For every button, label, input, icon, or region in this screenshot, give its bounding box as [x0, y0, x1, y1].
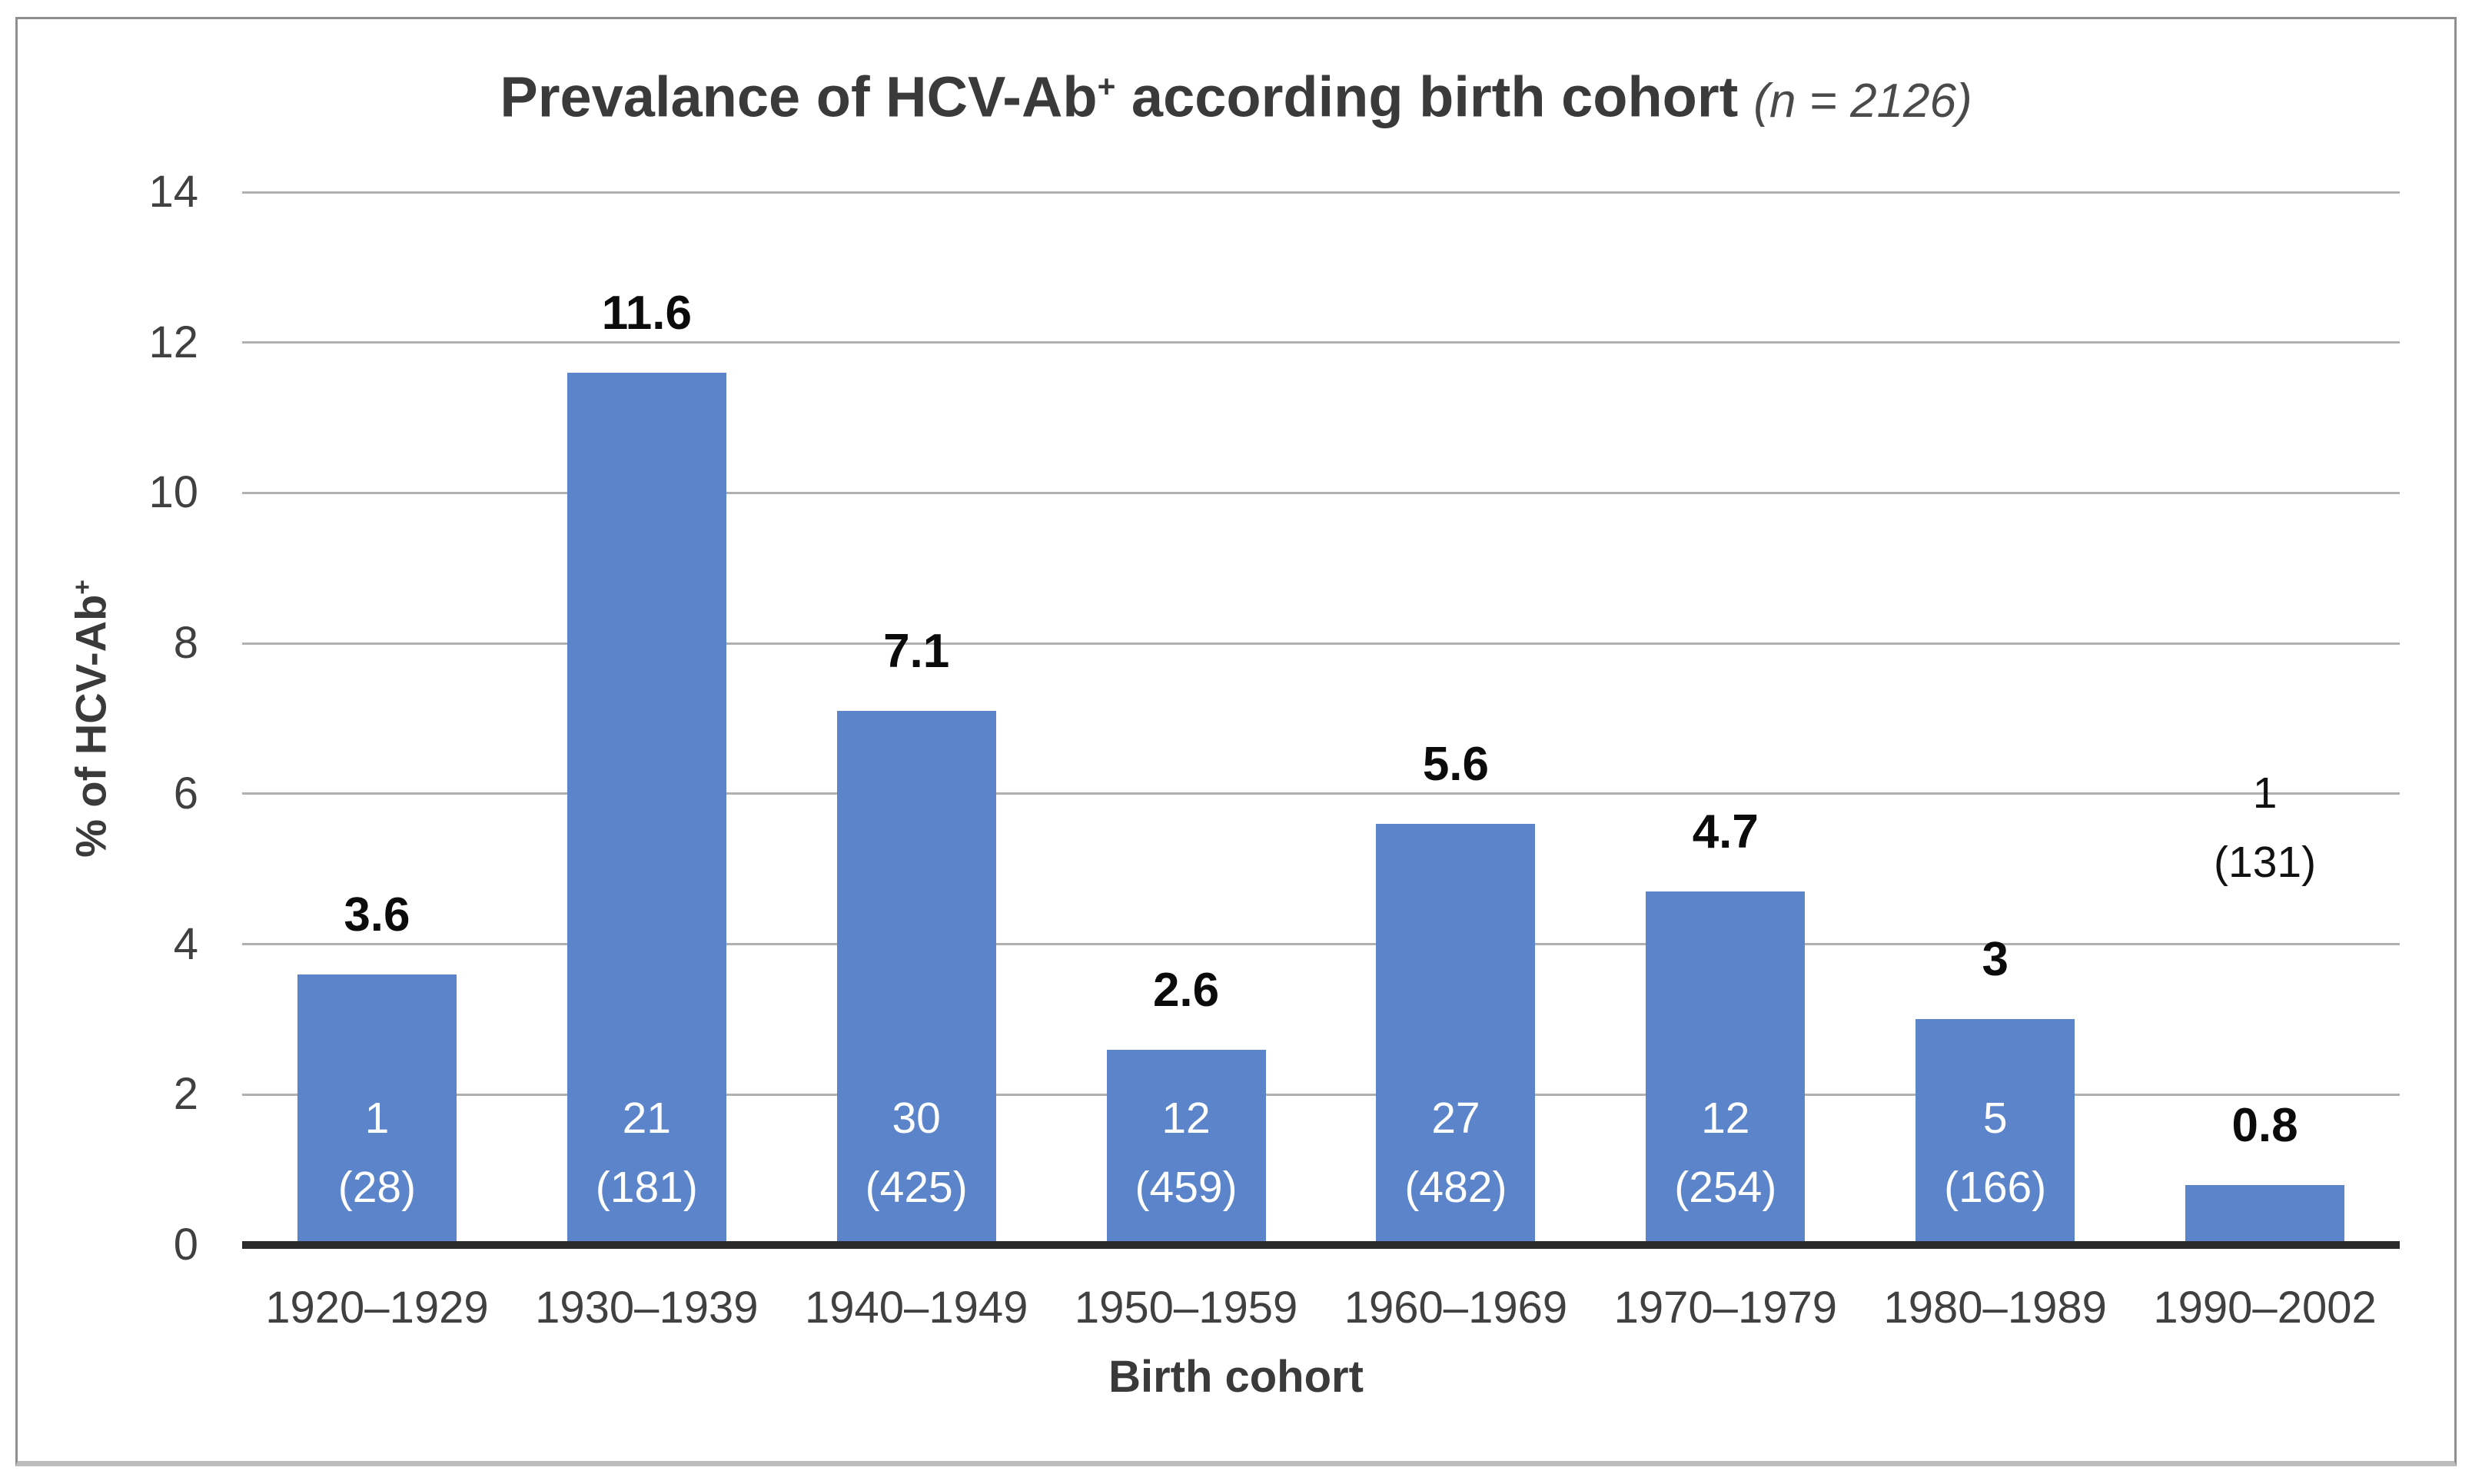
gridline	[242, 1093, 2400, 1096]
gridline	[242, 943, 2400, 946]
y-tick-label: 12	[148, 317, 198, 367]
chart-title-note: (n = 2126)	[1753, 74, 1972, 128]
bar	[1106, 1049, 1266, 1245]
chart-title-rest: according birth cohort	[1115, 65, 1739, 129]
y-tick-label: 2	[173, 1069, 198, 1120]
bar-count-line1: 1	[2252, 768, 2278, 818]
x-tick-label: 1960–1969	[1344, 1283, 1568, 1333]
bar-count-line2: (166)	[1944, 1163, 2047, 1212]
bar-count-label: 30 (425)	[786, 1084, 1047, 1222]
bar-count-line1: 5	[1982, 1094, 2008, 1143]
y-tick-label: 0	[173, 1220, 198, 1270]
bar-value-label: 11.6	[601, 286, 692, 340]
chart-title-main: Prevalance of HCV-Ab	[500, 65, 1098, 129]
x-axis-title: Birth cohort	[1108, 1352, 1364, 1402]
y-tick-label: 14	[148, 167, 198, 217]
y-tick-label: 8	[173, 618, 198, 669]
bar	[1915, 1019, 2075, 1245]
gridline	[242, 191, 2400, 194]
bar	[1646, 891, 1806, 1245]
bar	[1376, 824, 1536, 1245]
bar-count-line1: 12	[1701, 1094, 1750, 1143]
chart-frame	[15, 17, 2457, 1466]
y-tick-label: 6	[173, 768, 198, 818]
x-tick-label: 1930–1939	[535, 1283, 759, 1333]
bar	[836, 711, 996, 1245]
gridline	[242, 491, 2400, 494]
bar-count-line2: (425)	[865, 1163, 968, 1212]
bar-value-label: 7.1	[883, 625, 950, 679]
gridline	[242, 642, 2400, 645]
chart-title: Prevalance of HCV-Ab+ according birth co…	[0, 49, 2472, 138]
x-tick-label: 1980–1989	[1883, 1283, 2107, 1333]
gridline	[242, 341, 2400, 344]
bar-count-line1: 21	[622, 1094, 672, 1143]
bar-count-line2: (28)	[337, 1163, 417, 1212]
bar-count-label: 5 (166)	[1865, 1084, 2126, 1222]
bar-value-label: 3	[1982, 933, 2008, 987]
bar	[566, 372, 726, 1245]
bar-count-label: 27 (482)	[1325, 1084, 1587, 1222]
bar-count-label: 1 (28)	[246, 1084, 507, 1222]
x-tick-label: 1940–1949	[805, 1283, 1028, 1333]
bar-count-label: 12 (459)	[1055, 1084, 1317, 1222]
bar-count-line1: 1	[364, 1094, 390, 1143]
bar-count-line2: (482)	[1404, 1163, 1507, 1212]
y-tick-label: 10	[148, 467, 198, 518]
bar-value-label: 2.6	[1152, 963, 1220, 1017]
gridline	[242, 792, 2400, 795]
bar-count-label: 12 (254)	[1595, 1084, 1856, 1222]
bar-value-label: 3.6	[344, 888, 410, 941]
bar-value-label: 0.8	[2231, 1098, 2298, 1152]
bar-count-label: 1 (131)	[2135, 759, 2396, 897]
bar-count-line2: (181)	[595, 1163, 698, 1212]
bar-count-line2: (459)	[1135, 1163, 1238, 1212]
x-tick-label: 1990–2002	[2153, 1283, 2377, 1333]
x-tick-label: 1950–1959	[1074, 1283, 1298, 1333]
bar-value-label: 5.6	[1422, 738, 1490, 791]
bar-count-line1: 12	[1161, 1094, 1211, 1143]
bar-count-line2: (131)	[2214, 837, 2317, 887]
x-tick-label: 1920–1929	[265, 1283, 489, 1333]
y-axis-title-superscript: +	[68, 579, 97, 595]
bar-count-line1: 27	[1431, 1094, 1480, 1143]
x-tick-label: 1970–1979	[1613, 1283, 1837, 1333]
bar-count-label: 21 (181)	[516, 1084, 777, 1222]
bar	[2185, 1184, 2345, 1245]
x-axis-line	[242, 1241, 2400, 1249]
bar	[297, 974, 457, 1245]
bar-count-line2: (254)	[1674, 1163, 1777, 1212]
bar-value-label: 4.7	[1692, 805, 1759, 859]
bar-count-line1: 30	[892, 1094, 941, 1143]
y-tick-label: 4	[173, 918, 198, 969]
chart-title-superscript: +	[1097, 68, 1116, 104]
